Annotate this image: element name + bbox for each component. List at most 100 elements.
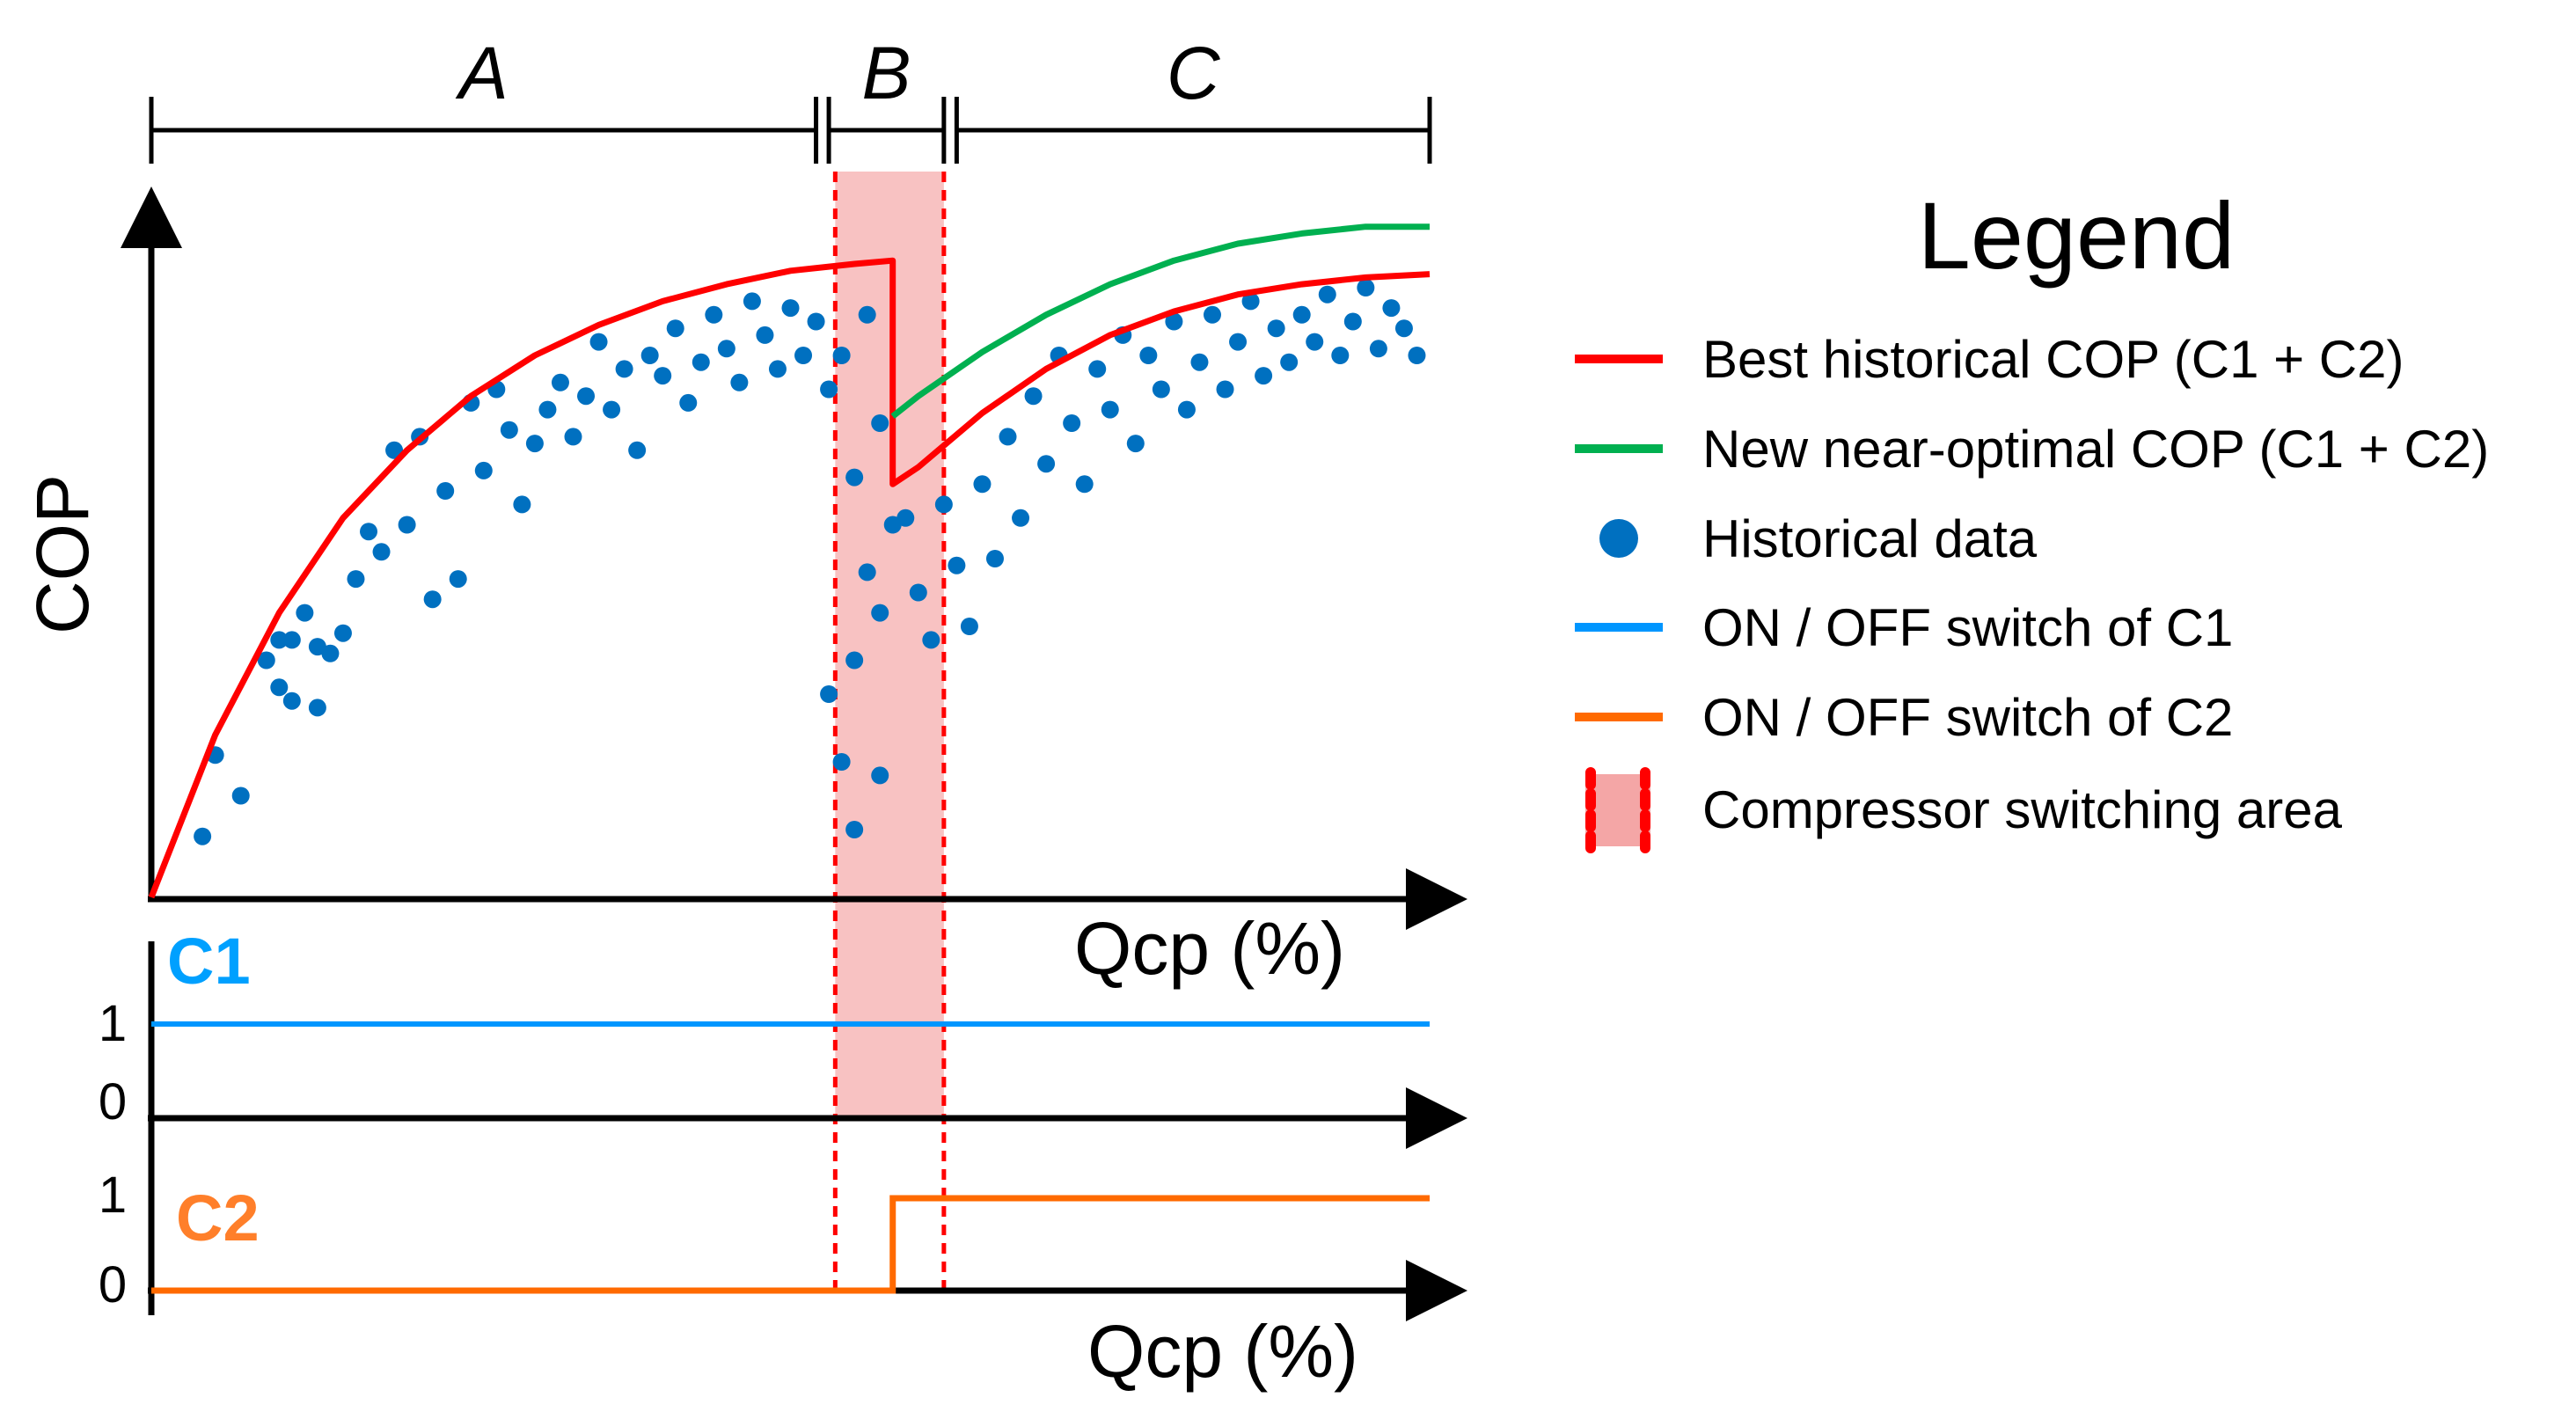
historical-data-point [717, 340, 735, 358]
historical-data-point [948, 556, 966, 574]
x-axis-label: Qcp (%) [1074, 907, 1345, 990]
historical-data-point [1357, 279, 1375, 296]
historical-data-point [896, 508, 915, 527]
section-B: B [826, 32, 947, 164]
historical-data-point [871, 414, 889, 432]
historical-data-point [282, 631, 301, 649]
historical-data-point [551, 373, 569, 391]
historical-data-point [270, 678, 289, 697]
historical-data-point [231, 786, 250, 805]
historical-data-point [781, 299, 800, 318]
c2-tick-1: 1 [99, 1167, 127, 1224]
historical-data-point [1255, 367, 1273, 385]
historical-data-point [807, 312, 825, 331]
historical-data-point [666, 319, 684, 338]
historical-data-point [1318, 285, 1336, 304]
historical-data-point [845, 468, 864, 487]
historical-data-point [1126, 435, 1145, 453]
historical-data-point [985, 550, 1004, 567]
historical-data-point [603, 400, 621, 419]
historical-data-point [347, 570, 365, 589]
historical-data-point [194, 827, 212, 845]
legend-text-historical-data: Historical data [1702, 509, 2038, 568]
c1-tick-1: 1 [99, 995, 127, 1052]
historical-data-point [1408, 347, 1426, 364]
historical-data-point [1203, 305, 1221, 324]
historical-data-point [449, 570, 467, 589]
historical-data-point [1343, 312, 1362, 331]
historical-data-point [308, 699, 326, 717]
legend-text-best-historical: Best historical COP (C1 + C2) [1702, 330, 2404, 389]
switch-axes: C1 C2 1 0 1 0 Qcp (%) [99, 925, 1467, 1393]
historical-data-point [679, 393, 698, 412]
historical-data-point [1177, 400, 1196, 419]
historical-data-point [1190, 353, 1209, 371]
historical-data-point [1063, 414, 1081, 432]
section-B-label: B [861, 32, 911, 114]
historical-data-point [871, 604, 889, 622]
historical-data-point [820, 380, 838, 399]
main-axes: COP Qcp (%) [21, 187, 1467, 990]
legend: Legend Best historical COP (C1 + C2) New… [1575, 182, 2489, 853]
y-axis-label: COP [21, 474, 104, 634]
historical-data-point [1075, 475, 1094, 494]
near-optimal-cop-line [890, 223, 1430, 420]
historical-data-point [756, 326, 774, 344]
historical-data-point [1369, 340, 1387, 358]
historical-data-point [296, 604, 314, 622]
historical-data-point [1267, 319, 1285, 338]
historical-data-point [436, 482, 455, 500]
historical-data-point [858, 305, 876, 324]
historical-data-point [398, 516, 416, 534]
legend-title: Legend [1918, 182, 2235, 289]
historical-data-point [1331, 347, 1350, 364]
historical-data-point [1012, 508, 1030, 527]
legend-text-c2-switch: ON / OFF switch of C2 [1702, 688, 2233, 747]
bottom-x-axis-label: Qcp (%) [1087, 1310, 1358, 1393]
historical-data-point [871, 766, 889, 785]
section-C-label: C [1167, 32, 1221, 114]
legend-swatch-switching-area [1585, 767, 1650, 853]
historical-data-point [922, 631, 940, 649]
historical-data-point [1292, 305, 1311, 324]
historical-data-points [194, 279, 1426, 845]
historical-data-point [1139, 347, 1158, 364]
historical-data-point [1216, 380, 1234, 399]
historical-data-point [423, 590, 442, 609]
historical-data-point [730, 373, 749, 391]
historical-data-point [1024, 387, 1043, 406]
historical-data-point [794, 347, 813, 364]
historical-data-point [820, 685, 838, 703]
historical-data-point [589, 333, 608, 351]
switch-lines [151, 1021, 1430, 1294]
historical-data-point [640, 347, 659, 364]
historical-data-point [282, 691, 301, 710]
best-historical-cop-line [148, 257, 1431, 899]
cop-curves [148, 223, 1431, 899]
section-C: C [954, 32, 1432, 164]
historical-data-point [1382, 299, 1401, 318]
section-A-label: A [455, 32, 509, 114]
historical-data-point [1280, 353, 1299, 371]
historical-data-point [934, 495, 953, 514]
historical-data-point [577, 387, 596, 406]
historical-data-point [1241, 292, 1260, 311]
historical-data-point [743, 292, 761, 311]
c1-tick-0: 0 [99, 1073, 127, 1130]
compressor-switching-area [832, 172, 947, 1293]
historical-data-point [858, 563, 876, 582]
historical-data-point [1306, 333, 1324, 351]
c2-label: C2 [176, 1182, 260, 1255]
historical-data-point [1165, 312, 1183, 331]
historical-data-point [270, 631, 289, 649]
historical-data-point [1394, 319, 1413, 338]
legend-text-switching-area: Compressor switching area [1702, 780, 2343, 839]
historical-data-point [538, 400, 557, 419]
historical-data-point [845, 821, 864, 838]
historical-data-point [333, 624, 352, 642]
legend-text-c1-switch: ON / OFF switch of C1 [1702, 598, 2233, 657]
historical-data-point [615, 360, 633, 378]
historical-data-point [960, 618, 978, 635]
historical-data-point [999, 428, 1017, 446]
historical-data-point [705, 305, 723, 324]
